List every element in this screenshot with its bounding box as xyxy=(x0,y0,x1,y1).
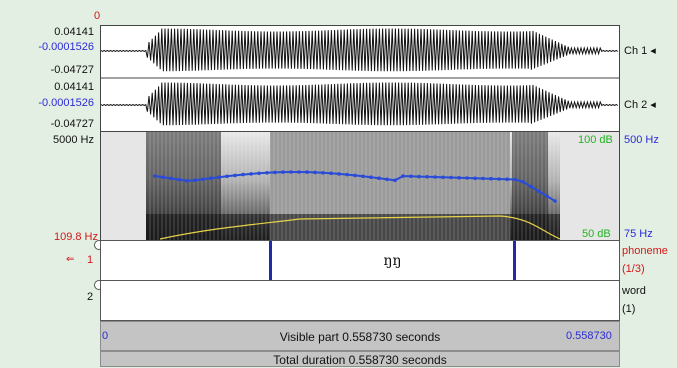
pitch-point xyxy=(257,171,261,176)
pitch-point xyxy=(313,170,317,175)
pitch-bottom-label: 75 Hz xyxy=(624,228,653,240)
pitch-point xyxy=(321,171,325,175)
cursor-time-label: 0 xyxy=(94,10,101,22)
spectrogram-panel[interactable] xyxy=(100,132,620,240)
tier-1-pointer-icon[interactable]: ⇐ xyxy=(66,254,75,265)
pitch-point xyxy=(385,177,389,182)
pitch-point xyxy=(433,175,437,179)
pitch-point xyxy=(185,179,189,183)
pitch-point xyxy=(289,170,293,174)
total-duration-label: Total duration 0.558730 seconds xyxy=(273,353,447,367)
time-start-label: 0 xyxy=(102,330,109,342)
visible-part-bar[interactable]: Visible part 0.558730 seconds xyxy=(100,321,620,351)
freq-bottom-label: 109.8 Hz xyxy=(53,231,98,243)
pitch-point xyxy=(361,174,365,179)
tier-1-name: phoneme xyxy=(622,245,668,257)
pitch-point xyxy=(305,170,309,174)
pitch-point xyxy=(265,171,269,175)
pitch-point xyxy=(489,176,493,181)
intensity-bottom-label: 50 dB xyxy=(582,228,611,240)
pitch-point xyxy=(249,172,253,176)
waveform-panel[interactable] xyxy=(100,25,620,132)
pitch-top-label: 500 Hz xyxy=(624,134,659,146)
pitch-point xyxy=(369,175,373,179)
pitch-point xyxy=(465,176,469,180)
visible-part-label: Visible part 0.558730 seconds xyxy=(279,330,441,344)
pitch-point xyxy=(217,175,221,179)
time-end-label: 0.558730 xyxy=(566,330,612,342)
pitch-point xyxy=(377,176,381,180)
tier-2-count: (1) xyxy=(622,303,636,315)
ch1-mid-label: -0.0001526 xyxy=(38,41,94,53)
pitch-point xyxy=(273,170,277,175)
channel-2-label[interactable]: Ch 2 ◂ xyxy=(624,99,656,111)
pitch-point xyxy=(177,177,181,182)
pitch-point xyxy=(241,172,245,177)
pitch-point xyxy=(401,174,405,178)
pitch-point xyxy=(153,174,157,178)
spectrogram-graphic xyxy=(101,132,619,240)
pitch-point xyxy=(481,176,485,181)
freq-top-label: 5000 Hz xyxy=(53,134,94,146)
pitch-point xyxy=(529,184,533,189)
pitch-point xyxy=(329,171,333,176)
pitch-point xyxy=(545,194,549,198)
intensity-top-label: 100 dB xyxy=(578,134,613,146)
pitch-point xyxy=(497,177,501,181)
ch2-mid-label: -0.0001526 xyxy=(38,97,94,109)
pitch-point xyxy=(473,176,477,181)
tier-1-boundary-left[interactable] xyxy=(269,241,272,280)
total-duration-bar[interactable]: Total duration 0.558730 seconds xyxy=(100,351,620,367)
pitch-point xyxy=(169,176,173,181)
waveform-graphic xyxy=(101,28,619,126)
ch1-min-label: -0.04727 xyxy=(50,64,94,76)
pitch-point xyxy=(161,175,165,179)
pitch-point xyxy=(297,170,301,174)
pitch-point xyxy=(449,175,453,180)
tier-1-count: (1/3) xyxy=(622,263,645,275)
pitch-point xyxy=(425,175,429,179)
tier-2-name: word xyxy=(622,285,646,297)
tier-1-phoneme[interactable]: ŋŋ xyxy=(100,240,620,281)
pitch-point xyxy=(209,176,213,180)
pitch-point xyxy=(393,178,397,183)
pitch-point xyxy=(201,177,205,182)
pitch-point xyxy=(345,172,349,177)
pitch-point xyxy=(337,172,341,176)
pitch-point xyxy=(225,174,229,179)
tier-2-word[interactable] xyxy=(100,280,620,321)
pitch-point xyxy=(537,189,541,194)
ch1-max-label: 0.04141 xyxy=(54,26,94,38)
pitch-point xyxy=(353,173,357,178)
pitch-point xyxy=(505,177,509,181)
tier-1-boundary-right[interactable] xyxy=(513,241,516,280)
tier-1-interval-text[interactable]: ŋŋ xyxy=(383,253,402,269)
pitch-point xyxy=(553,199,557,203)
pitch-point xyxy=(193,178,197,183)
pitch-point xyxy=(409,174,413,179)
tier-2-number: 2 xyxy=(87,291,94,303)
tier-1-number: 1 xyxy=(87,254,94,266)
pitch-point xyxy=(457,176,461,180)
pitch-point xyxy=(521,180,525,184)
pitch-point xyxy=(281,170,285,174)
ch2-max-label: 0.04141 xyxy=(54,81,94,93)
pitch-point xyxy=(233,173,237,178)
pitch-point xyxy=(417,174,421,179)
channel-1-label[interactable]: Ch 1 ◂ xyxy=(624,45,656,57)
pitch-point xyxy=(441,175,445,180)
pitch-point xyxy=(513,177,517,182)
ch2-min-label: -0.04727 xyxy=(50,118,94,130)
